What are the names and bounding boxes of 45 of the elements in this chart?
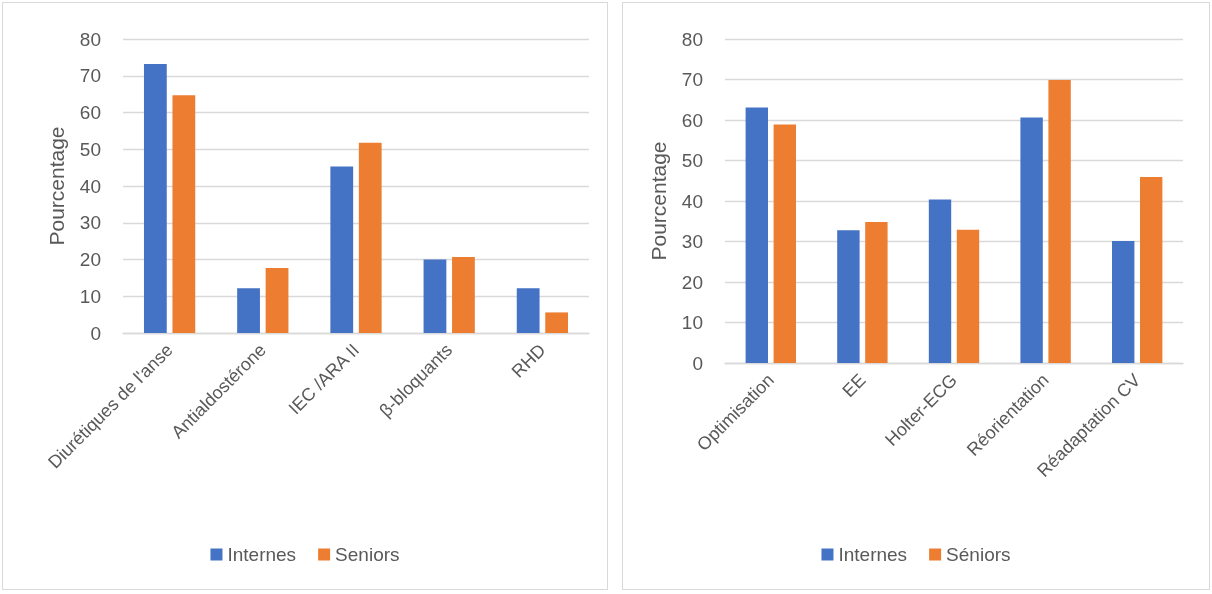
bar [928,199,952,363]
y-tick-label: 30 [79,212,101,234]
y-tick-label: 50 [79,138,101,160]
y-tick-label: 30 [681,231,703,252]
bar [745,107,768,363]
bar [516,288,540,333]
y-tick-label: 40 [79,175,101,197]
x-tick-label: EE [838,369,870,402]
legend-label: Séniors [946,544,1011,565]
bar [837,230,860,363]
y-tick-label: 10 [681,312,703,333]
bar [237,288,260,333]
bar [423,259,447,333]
bar [452,256,475,333]
y-axis-title: Pourcentage [45,126,68,246]
bar [545,312,569,333]
y-axis-title: Pourcentage [647,141,670,261]
bar [330,166,354,333]
y-tick-label: 20 [79,249,101,270]
bar [265,267,289,333]
y-tick-label: 70 [681,69,703,90]
bar [1020,117,1043,363]
bar [1140,177,1163,363]
y-tick-label: 80 [681,28,703,50]
y-tick-label: 70 [79,65,101,87]
bar [358,142,382,333]
y-tick-label: 20 [681,271,703,293]
bar [773,124,796,363]
legend-label: Internes [838,544,908,565]
bar [143,63,167,333]
y-tick-label: 40 [681,190,703,212]
y-tick-label: 10 [79,285,101,307]
bar [865,222,888,363]
y-tick-label: 60 [79,102,101,123]
bar [1112,241,1135,363]
y-tick-label: 80 [79,28,101,50]
y-tick-label: 60 [681,109,703,131]
bar [172,95,196,333]
legend-label: Internes [227,544,297,565]
y-tick-label: 50 [681,150,703,171]
y-tick-label: 0 [692,352,703,374]
bar [1048,79,1071,363]
bar [956,229,980,363]
legend-label: Seniors [335,544,400,565]
y-tick-label: 0 [90,322,101,344]
